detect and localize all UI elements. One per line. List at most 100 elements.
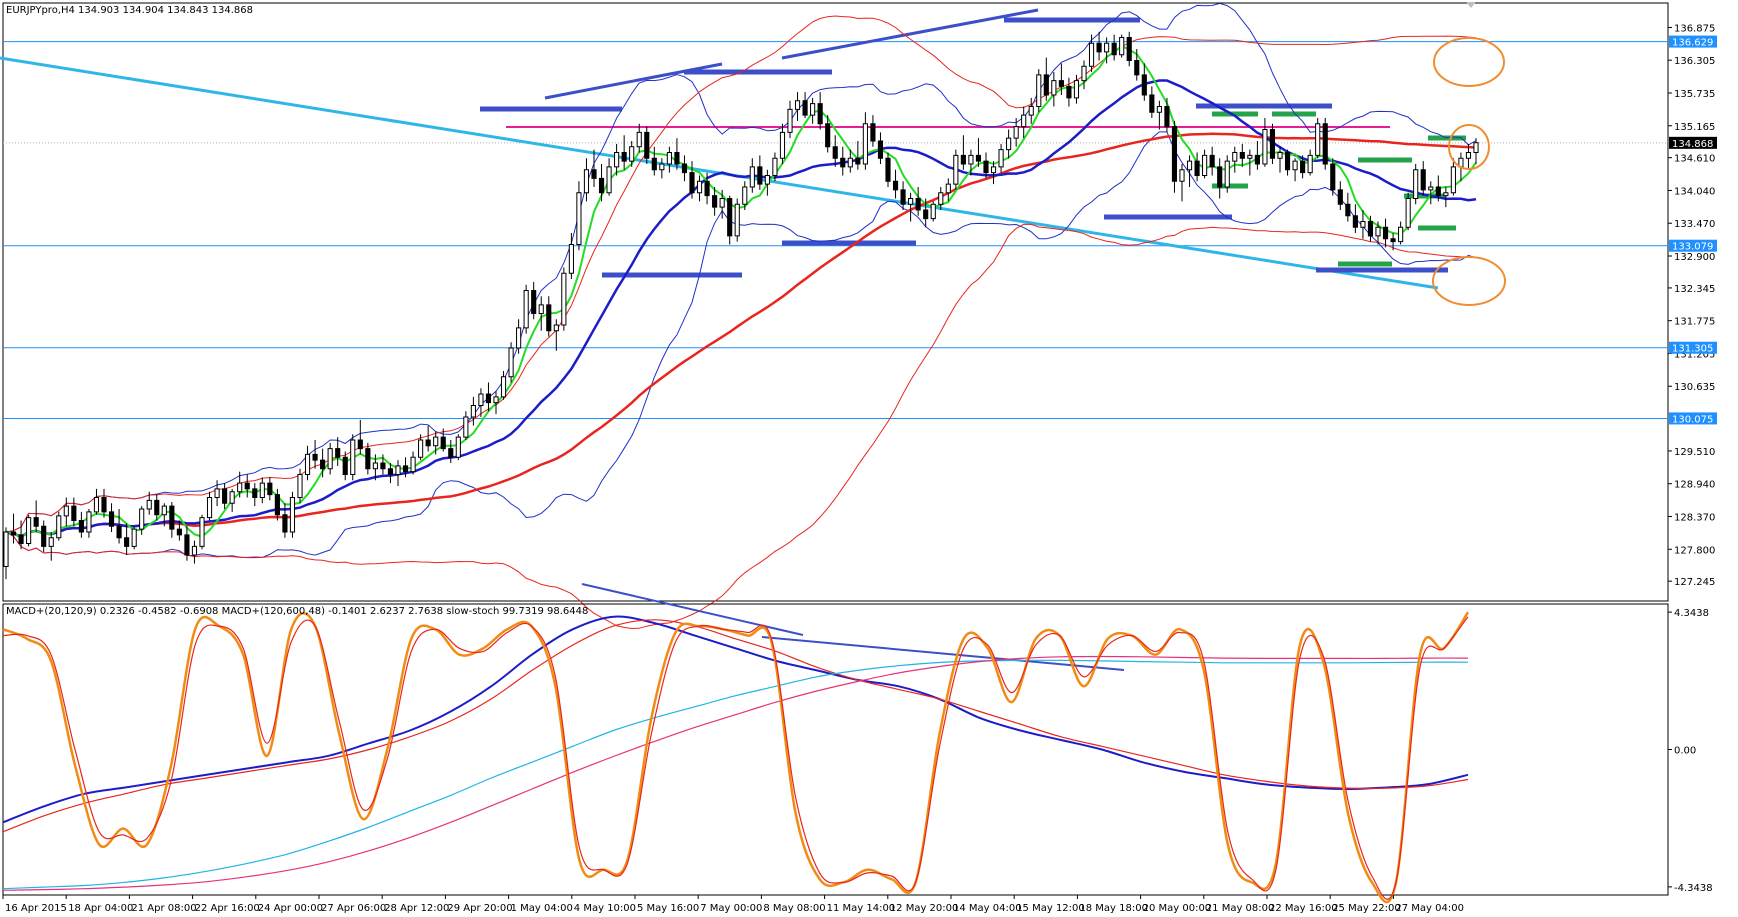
- candle[interactable]: [598, 164, 605, 202]
- candle[interactable]: [425, 425, 431, 452]
- candle[interactable]: [689, 161, 695, 199]
- candle[interactable]: [214, 480, 220, 507]
- candle[interactable]: [1119, 34, 1125, 58]
- candle[interactable]: [968, 149, 974, 176]
- candle[interactable]: [1179, 164, 1185, 202]
- indicator-panel[interactable]: MACD+(20,120,9) 0.2326 -0.4582 -0.6908 M…: [2, 583, 1669, 904]
- candle[interactable]: [380, 454, 386, 475]
- candle[interactable]: [342, 451, 348, 481]
- candle[interactable]: [877, 132, 884, 164]
- candle[interactable]: [636, 123, 642, 153]
- candle[interactable]: [1066, 77, 1072, 107]
- candle[interactable]: [1134, 49, 1140, 81]
- candle[interactable]: [1277, 146, 1283, 173]
- candle[interactable]: [410, 451, 416, 475]
- candle[interactable]: [772, 152, 778, 182]
- candle[interactable]: [478, 388, 484, 417]
- candle[interactable]: [1262, 118, 1268, 167]
- candle[interactable]: [1149, 86, 1155, 118]
- candle[interactable]: [1465, 143, 1472, 170]
- candle[interactable]: [1322, 118, 1328, 170]
- candle[interactable]: [470, 396, 476, 426]
- candle[interactable]: [734, 198, 740, 242]
- candle[interactable]: [960, 135, 966, 170]
- candle[interactable]: [1307, 149, 1313, 176]
- candle[interactable]: [1435, 175, 1441, 202]
- candle[interactable]: [154, 494, 160, 521]
- candle[interactable]: [983, 152, 989, 179]
- candle[interactable]: [832, 135, 838, 167]
- scroll-marker-icon[interactable]: [1466, 2, 1476, 8]
- candle[interactable]: [862, 112, 868, 170]
- candle[interactable]: [33, 500, 39, 532]
- candle[interactable]: [418, 434, 424, 461]
- candle[interactable]: [1164, 97, 1170, 133]
- candle[interactable]: [523, 284, 529, 334]
- candle[interactable]: [975, 138, 982, 167]
- candle[interactable]: [320, 448, 326, 478]
- candle[interactable]: [1028, 97, 1034, 124]
- candle[interactable]: [1171, 120, 1178, 193]
- candle[interactable]: [1186, 155, 1193, 187]
- candle[interactable]: [674, 138, 680, 170]
- candle[interactable]: [222, 483, 228, 509]
- candle[interactable]: [923, 198, 929, 228]
- candle[interactable]: [312, 440, 318, 469]
- candle[interactable]: [516, 319, 522, 354]
- candle[interactable]: [493, 391, 499, 415]
- candle[interactable]: [463, 411, 469, 440]
- candle[interactable]: [1141, 63, 1147, 101]
- trendline-blue-2[interactable]: [781, 8, 1039, 60]
- candle[interactable]: [206, 491, 213, 521]
- candle[interactable]: [712, 187, 718, 216]
- highlight-circle[interactable]: [1432, 256, 1506, 306]
- candle[interactable]: [184, 526, 190, 561]
- candle[interactable]: [847, 149, 853, 173]
- candle[interactable]: [953, 149, 959, 190]
- candle[interactable]: [1254, 141, 1260, 170]
- candle[interactable]: [561, 267, 567, 331]
- candle[interactable]: [1413, 164, 1419, 205]
- candle[interactable]: [191, 540, 198, 564]
- candle[interactable]: [1239, 143, 1245, 167]
- candle[interactable]: [78, 511, 84, 538]
- candle[interactable]: [1021, 106, 1027, 139]
- candle[interactable]: [395, 460, 401, 486]
- candle[interactable]: [1405, 192, 1411, 231]
- candle[interactable]: [1111, 34, 1117, 61]
- candle[interactable]: [606, 158, 612, 196]
- candle[interactable]: [259, 477, 265, 504]
- candle[interactable]: [274, 488, 280, 521]
- candle[interactable]: [651, 146, 657, 176]
- candle[interactable]: [1232, 146, 1238, 173]
- candle[interactable]: [304, 445, 311, 481]
- candle[interactable]: [71, 497, 77, 527]
- candle[interactable]: [1051, 72, 1057, 107]
- candle[interactable]: [794, 92, 801, 121]
- candle[interactable]: [1315, 118, 1321, 159]
- candle[interactable]: [757, 155, 763, 190]
- candle[interactable]: [1375, 221, 1381, 245]
- candle[interactable]: [990, 161, 997, 185]
- candle[interactable]: [568, 233, 574, 279]
- candle[interactable]: [696, 175, 703, 202]
- candle[interactable]: [1473, 138, 1479, 164]
- candle[interactable]: [1420, 161, 1426, 196]
- candle[interactable]: [101, 488, 107, 518]
- candle[interactable]: [900, 181, 906, 210]
- candle[interactable]: [1382, 218, 1389, 248]
- candle[interactable]: [26, 514, 32, 547]
- highlight-circle[interactable]: [1448, 124, 1490, 170]
- candle[interactable]: [870, 115, 876, 147]
- candle[interactable]: [629, 141, 635, 167]
- candle[interactable]: [892, 169, 899, 199]
- candle[interactable]: [402, 457, 409, 478]
- candle[interactable]: [282, 503, 288, 538]
- candle[interactable]: [915, 187, 921, 216]
- candle[interactable]: [108, 503, 115, 532]
- candle[interactable]: [1345, 192, 1351, 222]
- candle[interactable]: [583, 158, 590, 202]
- candle[interactable]: [1300, 155, 1306, 179]
- candle[interactable]: [764, 169, 770, 196]
